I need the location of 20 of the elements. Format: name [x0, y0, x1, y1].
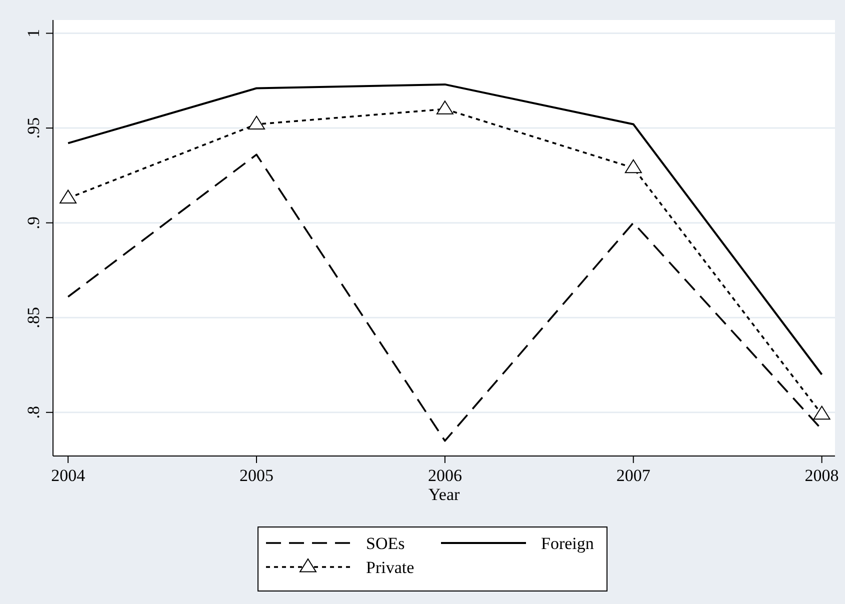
line-series — [67, 83, 823, 376]
point — [60, 190, 77, 204]
y-tick-label: .95 — [24, 117, 43, 139]
legend-label: SOEs — [366, 534, 405, 553]
legend-label: Foreign — [541, 534, 594, 553]
x-tick-label: 2006 — [428, 466, 462, 485]
x-tick-label: 2008 — [804, 466, 839, 485]
x-tick-label: 2005 — [240, 466, 274, 485]
legend-label: Private — [366, 558, 414, 577]
y-tick-label: 1 — [24, 29, 43, 38]
y-tick-label: .85 — [24, 306, 43, 328]
x-tick-label: 2004 — [51, 466, 86, 485]
y-tick-label: .9 — [24, 216, 43, 230]
x-axis-title: Year — [428, 485, 460, 504]
point — [436, 100, 454, 114]
x-tick-label: 2007 — [616, 466, 651, 485]
point — [813, 406, 830, 420]
point — [248, 116, 266, 130]
y-tick-label: .8 — [24, 406, 43, 419]
point — [624, 159, 642, 174]
